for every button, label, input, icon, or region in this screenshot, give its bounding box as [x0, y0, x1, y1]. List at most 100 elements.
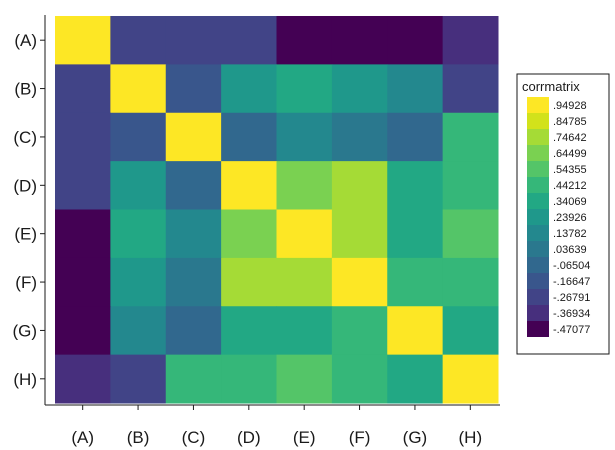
heatmap-cell [387, 112, 444, 162]
heatmap-cell [55, 306, 111, 356]
legend: corrmatrix .94928 .84785 .74642 .64499 .5435… [516, 73, 610, 355]
heatmap-cell [110, 161, 167, 211]
legend-label: -.16647 [553, 276, 590, 288]
heatmap-cell [331, 161, 388, 211]
heatmap-cell [387, 16, 444, 65]
heatmap-cell [331, 112, 388, 162]
heatmap-cell [442, 354, 499, 404]
heatmap-cell [387, 306, 444, 356]
legend-items: .94928 .84785 .74642 .64499 .54355 .44212 .340… [527, 97, 590, 337]
heatmap-cell [442, 16, 499, 65]
legend-label: -.26791 [553, 292, 590, 304]
heatmap-cell [387, 209, 444, 259]
legend-swatch [527, 177, 549, 193]
heatmap-cell [110, 209, 167, 259]
x-tick-label: (G) [403, 428, 428, 447]
legend-label: .13782 [553, 228, 587, 240]
heatmap-cell [276, 161, 333, 211]
heatmap-cell [276, 64, 333, 114]
legend-label: .94928 [553, 100, 587, 112]
heatmap-cell [331, 257, 388, 307]
legend-label: .64499 [553, 148, 587, 160]
legend-swatch [527, 97, 549, 113]
heatmap-cell [276, 209, 333, 259]
x-tick-label: (B) [127, 428, 150, 447]
heatmap-cell [331, 64, 388, 114]
heatmap-cell [110, 306, 167, 356]
heatmap-cell [221, 161, 278, 211]
legend-swatch [527, 225, 549, 241]
legend-label: .23926 [553, 212, 587, 224]
x-tick-label: (D) [237, 428, 261, 447]
heatmap-cell [55, 161, 111, 211]
heatmap-cell [221, 209, 278, 259]
y-tick-label: (F) [15, 273, 37, 292]
heatmap-cell [110, 257, 167, 307]
heatmap-cell [331, 354, 388, 404]
x-tick-label: (C) [182, 428, 206, 447]
heatmap-cell [276, 257, 333, 307]
heatmap-cell [331, 209, 388, 259]
x-tick-label: (H) [459, 428, 483, 447]
y-tick-label: (A) [14, 31, 37, 50]
heatmap-cell [165, 64, 222, 114]
heatmap-cell [442, 306, 499, 356]
heatmap-cell [387, 257, 444, 307]
y-tick-label: (G) [12, 321, 37, 340]
y-tick-label: (H) [13, 370, 37, 389]
x-tick-label: (A) [71, 428, 94, 447]
heatmap-cell [221, 257, 278, 307]
legend-label: -.47077 [553, 324, 590, 336]
legend-label: .44212 [553, 180, 587, 192]
legend-swatch [527, 273, 549, 289]
legend-swatch [527, 161, 549, 177]
heatmap-cell [442, 112, 499, 162]
legend-swatch [527, 145, 549, 161]
heatmap-cell [55, 257, 111, 307]
heatmap-cell [110, 16, 167, 65]
legend-label: .54355 [553, 164, 587, 176]
heatmap-cell [110, 112, 167, 162]
heatmap-cell [55, 354, 111, 404]
heatmap-cell [221, 16, 278, 65]
legend-swatch [527, 241, 549, 257]
legend-swatch [527, 305, 549, 321]
legend-label: .03639 [553, 244, 587, 256]
heatmap-cell [110, 64, 167, 114]
heatmap-cell [165, 209, 222, 259]
heatmap-cell [387, 354, 444, 404]
axis-ticks: (A) (A) (B) (B) (C) (C) (D) (D) (E) (E) (F) (F) (G) (… [12, 31, 482, 447]
y-tick-label: (C) [13, 128, 37, 147]
heatmap-cell [55, 209, 111, 259]
heatmap-cell [165, 306, 222, 356]
heatmap-cell [276, 354, 333, 404]
heatmap-cell [165, 112, 222, 162]
heatmap-cell [276, 112, 333, 162]
heatmap-cell [165, 354, 222, 404]
heatmap-cell [221, 306, 278, 356]
heatmap-cell [331, 16, 388, 65]
heatmap-cell [221, 354, 278, 404]
heatmap-cell [387, 64, 444, 114]
heatmap-cell [221, 64, 278, 114]
legend-swatch [527, 289, 549, 305]
heatmap-cell [442, 257, 499, 307]
x-tick-label: (E) [293, 428, 316, 447]
heatmap-cell [387, 161, 444, 211]
legend-swatch [527, 209, 549, 225]
heatmap-cell [442, 161, 499, 211]
legend-label: .84785 [553, 116, 587, 128]
heatmap-cell [110, 354, 167, 404]
heatmap-cell [55, 112, 111, 162]
legend-swatch [527, 113, 549, 129]
y-tick-label: (D) [13, 176, 37, 195]
legend-title: corrmatrix [522, 79, 580, 94]
legend-label: -.06504 [553, 260, 590, 272]
legend-label: -.36934 [553, 308, 590, 320]
legend-label: .34069 [553, 196, 587, 208]
legend-swatch [527, 129, 549, 145]
legend-swatch [527, 193, 549, 209]
heatmap-cell [165, 257, 222, 307]
y-tick-label: (B) [14, 80, 37, 99]
